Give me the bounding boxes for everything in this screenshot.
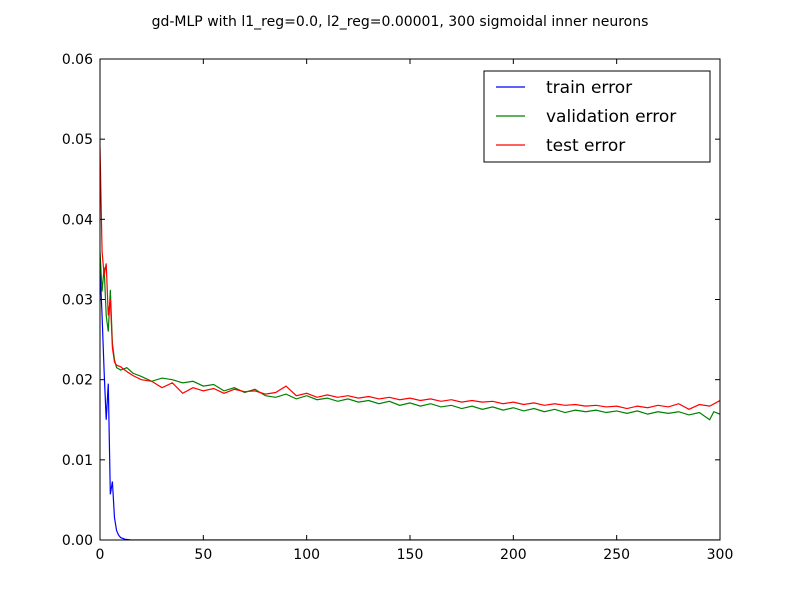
y-tick-label: 0.05 (62, 132, 93, 148)
series-line-1 (100, 251, 720, 421)
x-tick-label: 0 (96, 547, 105, 563)
axes: 0 50 100 150 200 250 300 0.00 0.01 0.02 0.03 0.04 0.… (62, 52, 734, 563)
x-tick-label: 300 (707, 547, 734, 563)
x-tick-label: 100 (293, 547, 320, 563)
y-tick-label: 0.03 (62, 293, 93, 309)
x-tick-label: 150 (397, 547, 424, 563)
y-tick-label: 0.02 (62, 373, 93, 389)
legend: train error validation error test error (483, 70, 711, 163)
y-tick-label: 0.01 (62, 453, 93, 469)
y-tick-label: 0.00 (62, 533, 93, 549)
y-tick-label: 0.04 (62, 212, 93, 228)
series-line-0 (100, 267, 720, 540)
series-line-2 (100, 147, 720, 411)
chart-title: gd-MLP with l1_reg=0.0, l2_reg=0.00001, … (152, 14, 649, 30)
x-tick-label: 200 (500, 547, 527, 563)
x-tick-label: 250 (603, 547, 630, 563)
legend-label: validation error (546, 107, 676, 127)
legend-label: test error (546, 136, 625, 156)
legend-label: train error (546, 78, 632, 98)
x-tick-label: 50 (194, 547, 212, 563)
y-tick-label: 0.06 (62, 52, 93, 68)
plot-area (100, 147, 720, 540)
